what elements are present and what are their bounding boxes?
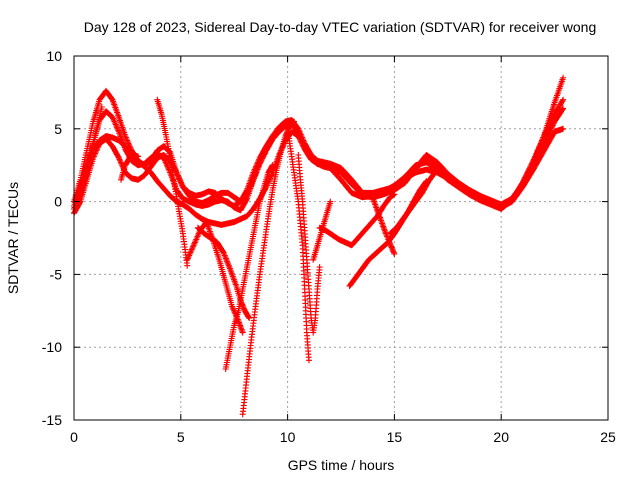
x-tick-label: 10 (280, 429, 296, 445)
series-track-5 (154, 96, 191, 269)
data-point-markers (77, 104, 105, 198)
data-point-markers (295, 152, 323, 336)
y-axis-label: SDTVAR / TECUs (5, 182, 21, 294)
series-layer (71, 74, 567, 418)
y-tick-label: 5 (54, 121, 62, 137)
series-track-8 (222, 162, 276, 372)
x-tick-label: 5 (177, 429, 185, 445)
x-tick-label: 0 (70, 429, 78, 445)
series-track-10 (284, 125, 312, 364)
axis-ticks: 0 5 10 15 20 25 -15 -10 -5 0 5 10 (42, 48, 616, 445)
series-track-16 (387, 163, 445, 237)
chart-title: Day 128 of 2023, Sidereal Day-to-day VTE… (84, 19, 597, 35)
series-track-1 (71, 74, 567, 209)
data-point-markers (118, 152, 142, 183)
data-point-markers (370, 195, 398, 257)
data-point-markers (316, 191, 398, 249)
series-track-13 (316, 191, 398, 249)
series-track-11 (295, 152, 323, 336)
data-point-markers (222, 162, 276, 372)
series-track-7 (194, 224, 253, 322)
series-track-9 (239, 118, 297, 418)
data-point-markers (239, 118, 297, 418)
plot-frame (73, 55, 609, 421)
series-track-15 (370, 195, 398, 257)
grid (74, 56, 608, 420)
data-point-markers (387, 163, 445, 237)
x-tick-label: 25 (600, 429, 616, 445)
x-tick-label: 15 (387, 429, 403, 445)
x-axis-label: GPS time / hours (288, 457, 395, 473)
data-point-markers (284, 125, 312, 364)
data-point-markers (71, 74, 567, 209)
y-tick-label: -15 (42, 412, 62, 428)
series-track-18 (118, 152, 142, 183)
x-tick-label: 20 (493, 429, 509, 445)
y-tick-label: -5 (50, 266, 63, 282)
series-track-17 (77, 104, 105, 198)
data-point-markers (154, 96, 191, 269)
y-tick-label: 10 (46, 48, 62, 64)
y-tick-label: -10 (42, 339, 62, 355)
y-tick-label: 0 (54, 194, 62, 210)
data-point-markers (194, 224, 253, 322)
